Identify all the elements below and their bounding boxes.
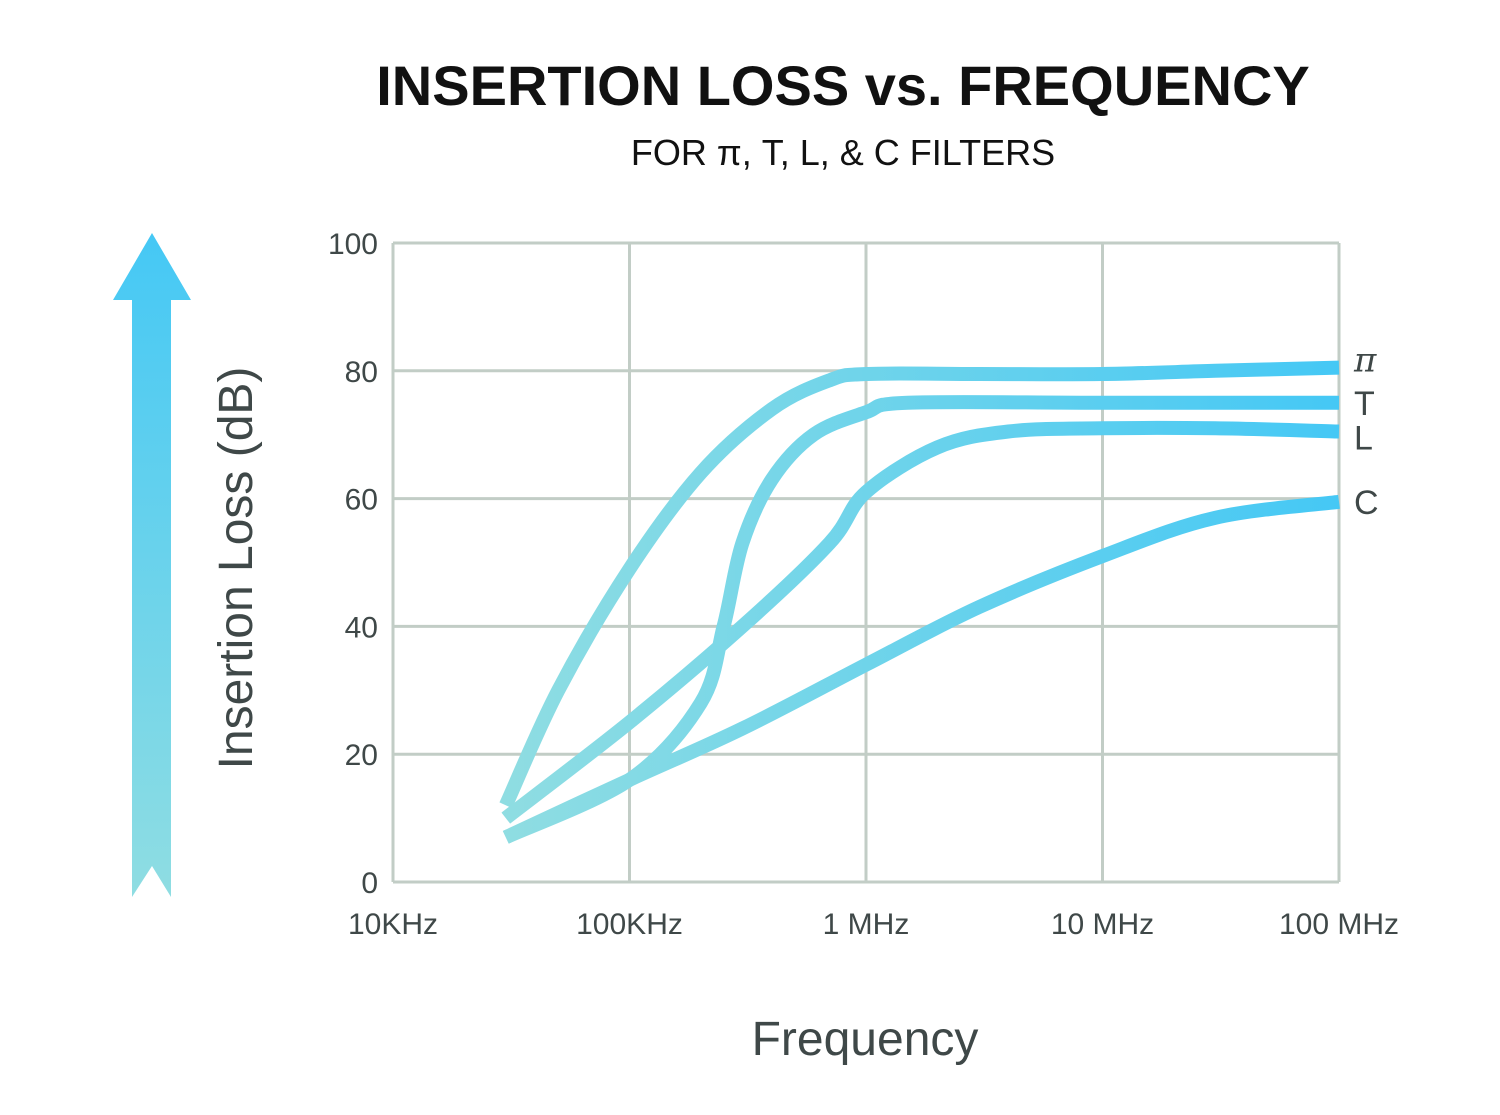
series-line-c — [502, 494, 1340, 844]
x-tick-label: 100KHz — [576, 908, 683, 941]
x-tick-label: 100 MHz — [1279, 908, 1399, 941]
y-tick-label: 20 — [345, 739, 378, 772]
series-label-pi: π — [1353, 341, 1377, 381]
x-tick-label: 10KHz — [348, 908, 438, 941]
chart-subtitle: FOR π, T, L, & C FILTERS — [631, 132, 1055, 173]
y-tick-label: 60 — [345, 484, 378, 517]
y-tick-label: 40 — [345, 611, 378, 644]
y-tick-label: 0 — [361, 867, 378, 900]
y-tick-label: 80 — [345, 356, 378, 389]
series-layer — [499, 360, 1340, 844]
y-tick-label: 100 — [328, 228, 378, 261]
series-line-pi — [499, 360, 1340, 809]
y-axis-title: Insertion Loss (dB) — [210, 367, 263, 770]
series-line-l — [501, 420, 1340, 824]
series-label-l: L — [1354, 420, 1373, 458]
y-axis-arrow-icon — [113, 233, 191, 897]
grid — [391, 241, 1341, 884]
chart-title: INSERTION LOSS vs. FREQUENCY — [376, 54, 1310, 117]
y-axis-ticks: 0 20 40 60 80 100 — [328, 228, 378, 900]
x-tick-label: 1 MHz — [823, 908, 910, 941]
x-tick-label: 10 MHz — [1051, 908, 1154, 941]
x-axis-title: Frequency — [752, 1013, 979, 1066]
series-line-t — [502, 395, 1339, 844]
series-label-c: C — [1354, 484, 1379, 522]
x-axis-ticks: 10KHz 100KHz 1 MHz 10 MHz 100 MHz — [348, 908, 1399, 941]
series-label-t: T — [1354, 385, 1375, 423]
